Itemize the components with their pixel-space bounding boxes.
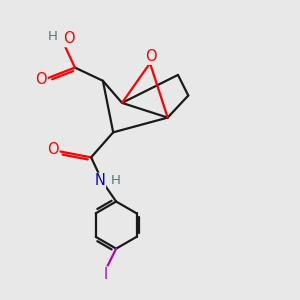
Text: O: O — [63, 32, 75, 46]
Text: H: H — [111, 174, 121, 188]
Text: N: N — [94, 173, 105, 188]
Text: H: H — [47, 30, 57, 43]
Text: I: I — [104, 267, 108, 282]
Text: O: O — [145, 49, 156, 64]
Text: O: O — [35, 72, 47, 87]
Text: O: O — [47, 142, 58, 158]
